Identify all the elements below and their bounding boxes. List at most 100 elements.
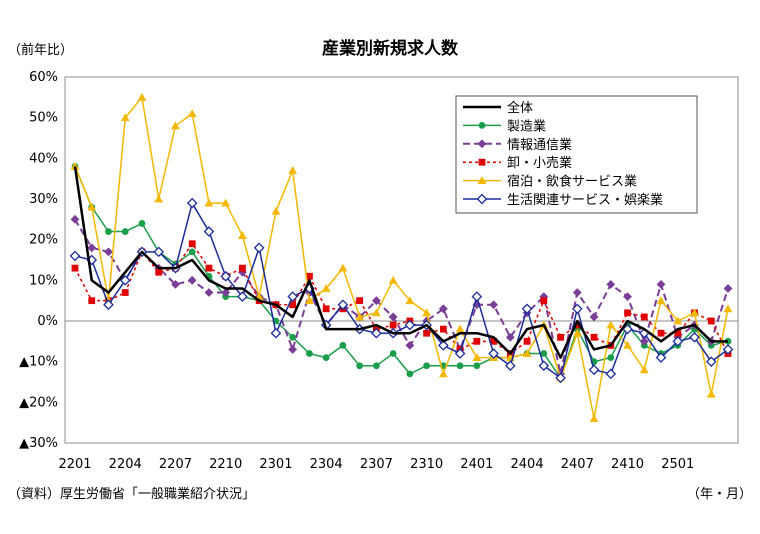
data-point [337,299,349,311]
x-tick-label: 2410 [611,457,644,472]
y-tick-label: 20% [29,233,58,248]
y-tick-label: 60% [29,70,58,85]
series-line [74,242,729,355]
data-point [656,280,666,289]
legend-marker [477,139,487,149]
data-point [723,304,733,313]
data-point [488,348,499,359]
data-point [121,289,129,296]
x-tick-label: 2501 [661,457,694,472]
y-axis: 60% 50% 40% 30% 20% 10% 0% ▲10% ▲20% ▲30% [19,70,58,451]
data-point [456,362,464,370]
series-line [74,202,729,379]
y-tick-label: 30% [29,192,58,207]
data-point [188,240,196,248]
x-tick-label: 2401 [460,457,493,472]
data-point [305,296,314,305]
data-point [138,220,146,227]
data-point [624,309,631,317]
x-tick-label: 2301 [259,457,292,472]
data-point [371,296,381,306]
data-point [87,202,97,211]
x-tick-label: 2304 [310,457,343,472]
data-point [105,228,112,235]
data-point [490,337,497,345]
data-point [606,320,616,329]
legend-item: 卸・小売業 [463,155,572,171]
data-point [388,312,398,322]
data-point [270,327,282,339]
data-point [405,296,415,305]
data-point [705,356,717,367]
data-point [573,321,581,329]
data-point [423,329,431,337]
data-point [656,296,666,305]
y-tick-label: ▲20% [19,395,58,410]
legend-marker [476,193,488,205]
data-point [339,342,347,349]
legend-item: 全体 [463,100,533,116]
data-point [221,288,231,297]
data-point [154,194,164,203]
data-point [203,226,215,237]
data-point [521,303,533,315]
x-tick-label: 2310 [410,457,443,472]
data-point [489,300,498,310]
data-point [70,214,80,224]
y-tick-label: 10% [29,273,58,288]
data-point [606,280,616,289]
y-tick-label: 40% [29,151,58,166]
data-point [221,198,231,207]
data-point [454,348,466,359]
data-point [439,325,447,333]
data-point [639,336,649,346]
data-point [588,364,600,376]
legend-marker [478,122,486,129]
data-point [622,323,633,335]
data-point [623,341,632,349]
data-point [237,291,248,302]
legend-label: 全体 [507,100,533,116]
data-point [287,291,298,302]
data-point [522,349,532,357]
data-point [71,264,79,272]
data-point [288,166,298,174]
x-tick-label: 2207 [159,457,192,472]
legend-marker [477,176,487,184]
data-point [87,243,97,253]
data-point [605,368,617,380]
x-tick-label: 2407 [561,457,594,472]
data-point [372,362,380,370]
data-point [540,297,548,305]
data-point [655,352,667,363]
data-point [722,344,734,355]
data-point [121,228,129,235]
data-point [322,354,330,361]
legend-item: 製造業 [463,118,546,134]
series-6 [69,197,734,384]
data-point [589,312,599,322]
legend-item: 宿泊・飲食サービス業 [463,174,637,190]
legend-box [455,95,698,214]
legend-label: 製造業 [507,118,546,134]
x-tick-label: 2204 [109,457,142,472]
data-point [572,328,582,337]
legend-label: 宿泊・飲食サービス業 [507,174,637,190]
data-point [205,264,213,272]
data-point [289,333,297,341]
data-point [455,324,465,333]
data-point [389,350,397,357]
data-point [220,270,232,282]
data-point [322,305,330,313]
data-point [321,284,331,292]
y-tick-label: ▲10% [19,355,58,370]
data-point [119,275,131,286]
data-point [473,362,481,370]
legend-item: 情報通信業 [463,137,572,153]
data-point [572,288,582,297]
chart-title: 産業別新規求人数 [322,38,459,59]
data-point [88,297,96,305]
data-point [355,312,365,321]
data-point [673,316,683,325]
data-point [371,327,382,339]
